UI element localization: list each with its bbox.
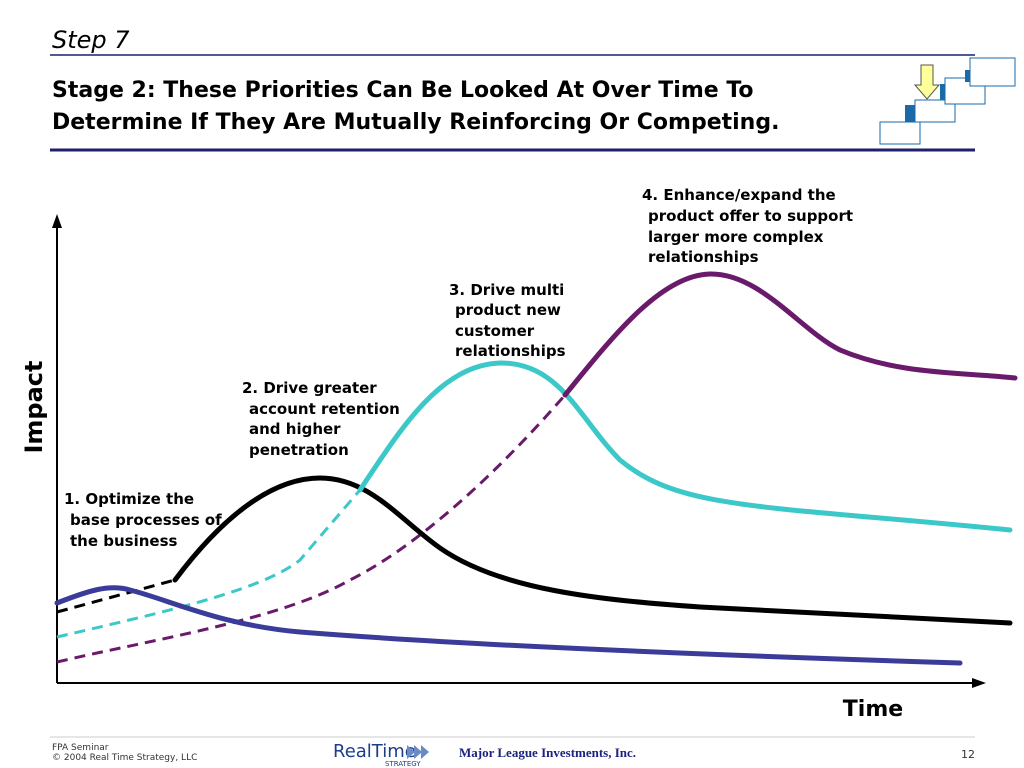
logo-subtext: STRATEGY — [385, 760, 421, 768]
curve-3 — [357, 360, 1013, 533]
logo-text: RealTime — [333, 741, 416, 762]
annotation: and higher — [249, 420, 341, 438]
title-line: Stage 2: These Priorities Can Be Looked … — [52, 78, 754, 103]
annotation: 4. Enhance/expand the — [642, 186, 836, 204]
annotation: product new — [455, 301, 561, 319]
footer-text: © 2004 Real Time Strategy, LLC — [52, 753, 197, 763]
curve-4 — [562, 271, 1018, 398]
staircase-icon — [879, 57, 1016, 145]
annotation: 1. Optimize the — [64, 490, 194, 508]
company-name: Major League Investments, Inc. — [459, 745, 636, 760]
annotation: 2. Drive greater — [242, 379, 377, 397]
annotation: the business — [70, 532, 178, 550]
curve-2-dashed — [56, 578, 176, 614]
annotation: relationships — [455, 342, 566, 360]
annotation: customer — [455, 322, 535, 340]
x-axis-label: Time — [843, 697, 903, 722]
curve-4-dashed — [56, 394, 567, 664]
curve-2 — [172, 475, 1013, 626]
annotation: penetration — [249, 441, 349, 459]
step-label: Step 7 — [52, 26, 130, 54]
annotation: larger more complex — [648, 228, 824, 246]
y-axis-label: Impact — [20, 360, 48, 453]
annotation: 3. Drive multi — [449, 281, 564, 299]
annotation: base processes of — [70, 511, 222, 529]
curve-1 — [54, 585, 963, 666]
annotation: product offer to support — [648, 207, 853, 225]
title-line: Determine If They Are Mutually Reinforci… — [52, 110, 779, 135]
annotation: relationships — [648, 248, 759, 266]
footer-text: FPA Seminar — [52, 743, 109, 753]
axes — [52, 214, 986, 688]
logo-arrows — [407, 745, 429, 759]
annotation: account retention — [249, 400, 400, 418]
curve-3-dashed — [56, 489, 362, 639]
page-number: 12 — [961, 748, 975, 761]
